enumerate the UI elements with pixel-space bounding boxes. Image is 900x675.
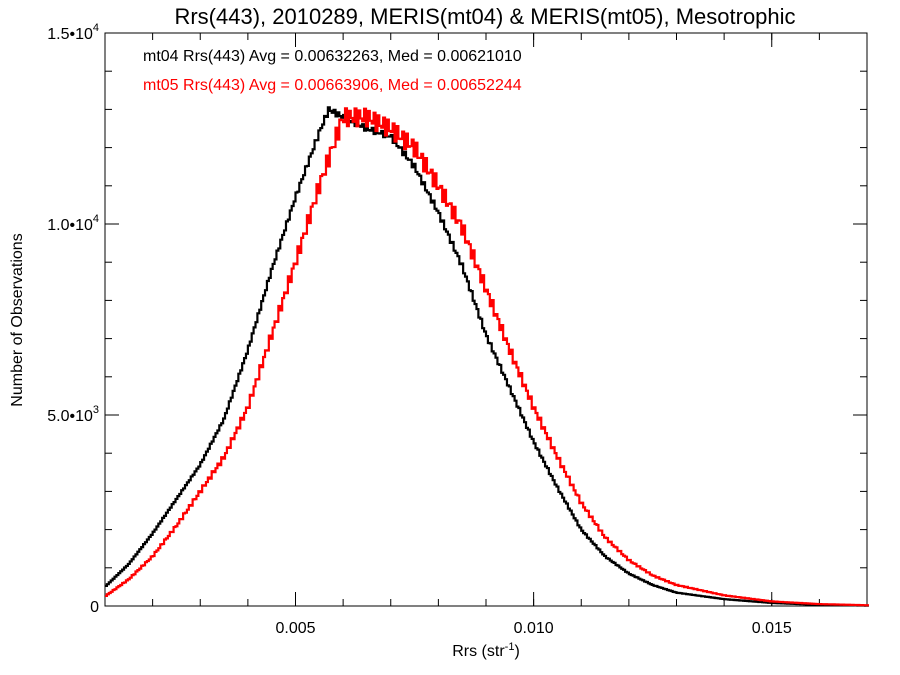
legend-entry-mt05: mt05 Rrs(443) Avg = 0.00663906, Med = 0.…	[143, 77, 522, 94]
chart-title: Rrs(443), 2010289, MERIS(mt04) & MERIS(m…	[174, 4, 795, 29]
series-mt04-line	[105, 106, 869, 607]
y-tick-label-sup: 4	[93, 213, 99, 225]
plot-frame	[104, 32, 868, 607]
y-tick-label: 5.0•103	[47, 404, 99, 425]
legend-entry-mt04: mt04 Rrs(443) Avg = 0.00632263, Med = 0.…	[143, 48, 522, 65]
y-tick-label-main: 5.0•10	[47, 408, 93, 425]
x-tick-label: 0.005	[275, 620, 315, 637]
y-tick-label: 1.0•104	[47, 213, 99, 234]
series-mt05-line	[105, 107, 869, 607]
series-group	[105, 106, 869, 607]
x-axis-label-end: )	[514, 643, 519, 660]
y-tick-label-main: 1.0•10	[47, 217, 93, 234]
y-tick-label: 0	[90, 599, 99, 616]
y-axis-label: Number of Observations	[9, 233, 26, 406]
y-tick-label-sup: 3	[93, 404, 99, 416]
x-axis-label-sup: -1	[505, 641, 515, 653]
x-tick-label: 0.015	[752, 620, 792, 637]
y-tick-label: 1.5•104	[47, 22, 99, 43]
y-tick-label-main: 1.5•10	[47, 26, 93, 43]
x-axis-label-main: Rrs (str	[452, 643, 505, 660]
x-tick-label: 0.010	[514, 620, 554, 637]
x-axis-label: Rrs (str-1)	[452, 641, 520, 660]
y-tick-label-sup: 4	[93, 22, 99, 34]
y-tick-label-main: 0	[90, 599, 99, 616]
